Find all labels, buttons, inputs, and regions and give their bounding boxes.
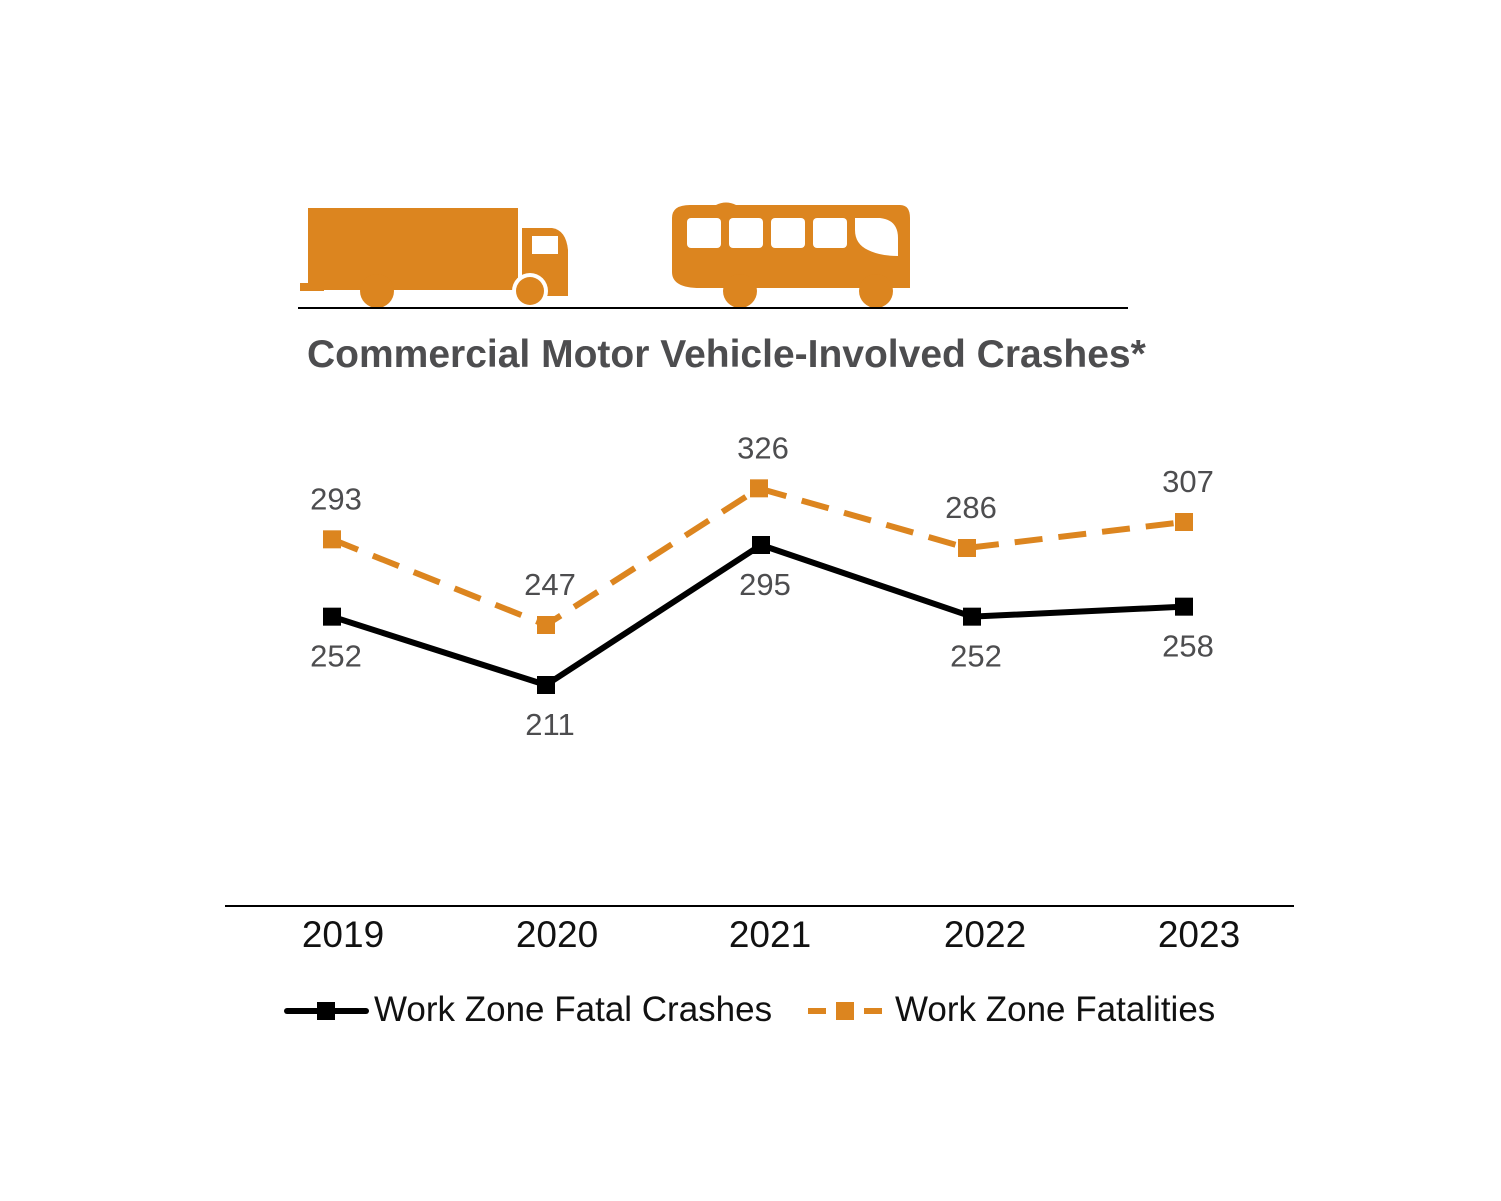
legend-item-fatalities: Work Zone Fatalities [808,990,1215,1029]
marker-crashes-2023 [1175,597,1193,616]
truck-icon [300,208,568,309]
x-tick-labels: 2019 2020 2021 2022 2023 [302,914,1240,955]
label-crashes-2023: 258 [1162,629,1214,664]
label-fatalities-2019: 293 [310,481,362,516]
label-crashes-2020: 211 [525,707,574,742]
label-fatalities-2022: 286 [945,490,997,525]
label-fatalities-2020: 247 [524,567,576,602]
marker-crashes-2022 [963,607,981,626]
data-labels: 293 247 326 286 307 252 211 295 252 258 [310,430,1214,742]
label-fatalities-2023: 307 [1162,464,1214,499]
label-fatalities-2021: 326 [737,430,789,465]
legend-item-crashes: Work Zone Fatal Crashes [284,990,772,1029]
label-crashes-2019: 252 [310,639,362,674]
marker-fatalities-2019 [323,530,341,549]
x-tick-2020: 2020 [516,914,598,955]
legend: Work Zone Fatal Crashes Work Zone Fatali… [284,990,1215,1029]
legend-marker-crashes [317,1002,335,1020]
series-layer [323,479,1193,694]
x-tick-2019: 2019 [302,914,384,955]
label-crashes-2022: 252 [950,639,1002,674]
bus-icon [672,202,910,308]
marker-fatalities-2021 [750,479,768,498]
marker-crashes-2021 [752,536,770,554]
legend-label-crashes: Work Zone Fatal Crashes [374,990,772,1029]
marker-fatalities-2023 [1175,513,1193,531]
legend-label-fatalities: Work Zone Fatalities [895,990,1215,1029]
marker-fatalities-2020 [537,616,555,634]
label-crashes-2021: 295 [739,567,791,602]
x-tick-2022: 2022 [944,914,1026,955]
marker-fatalities-2022 [958,539,976,557]
marker-crashes-2019 [323,607,341,626]
x-tick-2021: 2021 [729,914,811,955]
series-line-crashes [331,542,1185,688]
marker-crashes-2020 [537,676,555,694]
legend-marker-fatalities [836,1002,854,1020]
chart-title: Commercial Motor Vehicle-Involved Crashe… [307,333,1147,376]
x-tick-2023: 2023 [1158,914,1240,955]
series-line-fatalities [330,485,1185,628]
